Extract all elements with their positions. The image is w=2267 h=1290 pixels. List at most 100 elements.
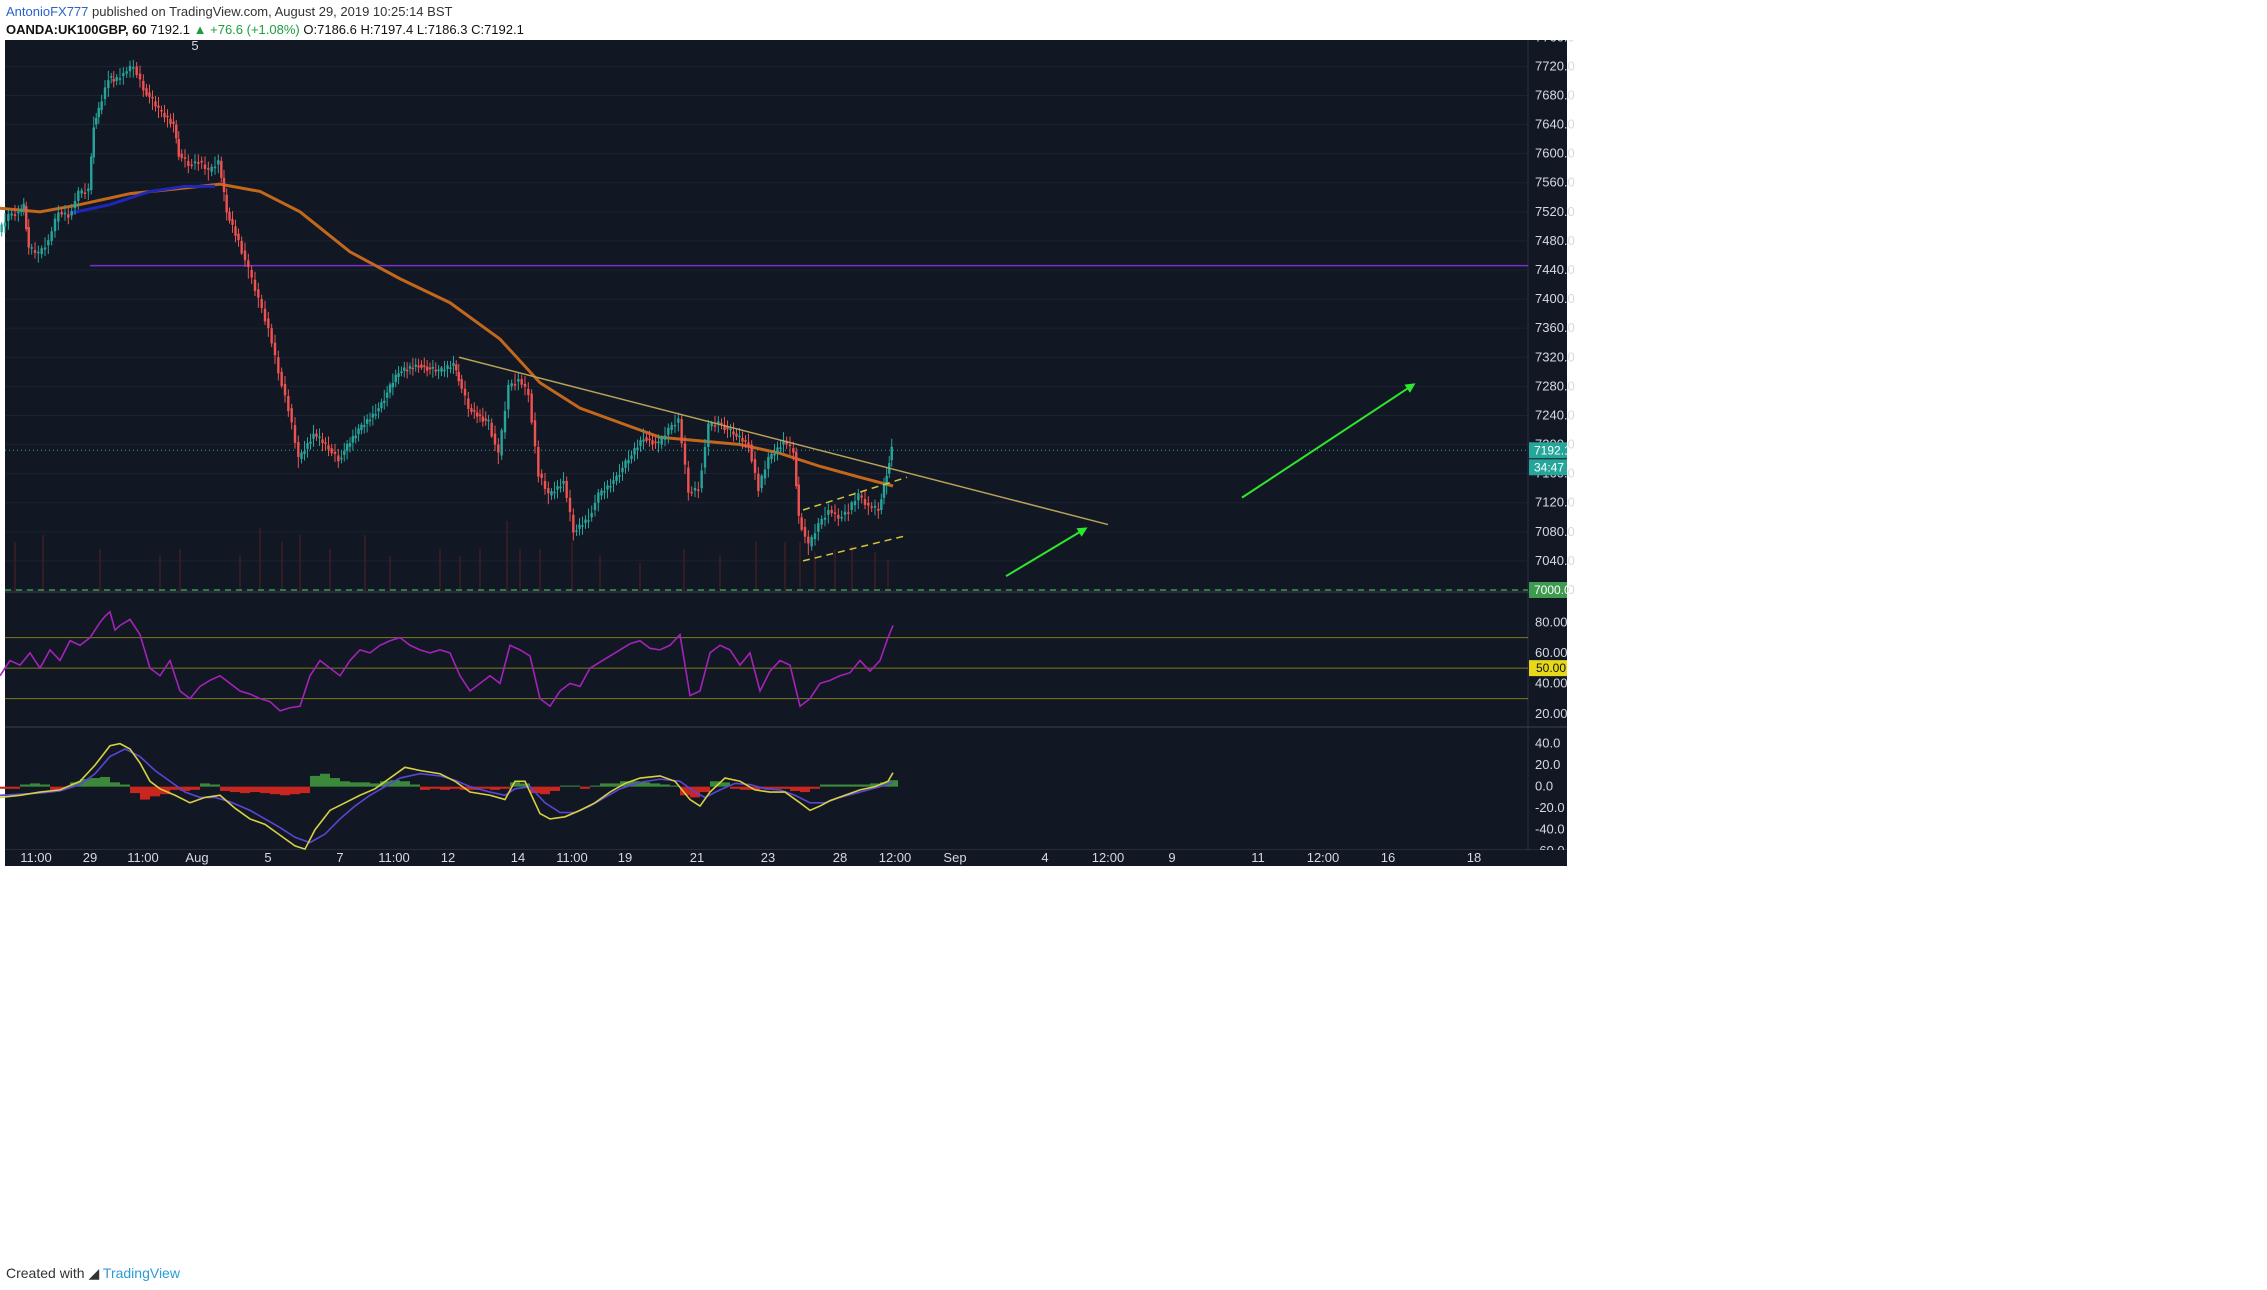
candle-body [813, 533, 817, 540]
candle-body [562, 480, 565, 484]
candle-body [343, 450, 346, 455]
candle-body [797, 484, 800, 516]
candle-body [377, 408, 380, 412]
candle-body [345, 443, 349, 451]
candle-body [385, 392, 389, 398]
candle-body [333, 451, 337, 454]
candle-body [455, 364, 458, 371]
macd-histogram-bar [750, 786, 760, 790]
candle-body [318, 436, 321, 439]
candle-body [817, 523, 820, 532]
candle-body [243, 250, 247, 261]
candle-body [590, 512, 593, 518]
candle-body [290, 408, 293, 423]
candle-body [293, 425, 297, 443]
macd-histogram-bar [260, 786, 270, 794]
candle-body [606, 485, 609, 490]
candle-body [877, 508, 880, 511]
macd-histogram-bar [250, 786, 260, 793]
candle-body [707, 423, 710, 447]
candle-body [575, 530, 578, 532]
price-tick-label: 7280.0 [1535, 378, 1575, 393]
candle-body [22, 203, 25, 209]
macd-histogram-bar [790, 786, 800, 791]
macd-histogram-bar [130, 786, 140, 794]
candle-body [431, 366, 435, 369]
macd-histogram-bar [80, 779, 90, 787]
volume-bar [281, 542, 283, 591]
macd-histogram-bar [830, 784, 840, 787]
time-tick-label: 9 [1168, 850, 1175, 865]
channel-upper-line [802, 476, 908, 511]
plot-background [5, 40, 1530, 866]
candle-body [200, 160, 203, 163]
candle-body [559, 486, 562, 489]
candle-body [148, 92, 151, 97]
chart-canvas[interactable]: 57760.07720.07680.07640.07600.07560.0752… [0, 40, 2267, 1258]
candle-body [100, 101, 103, 110]
tradingview-link[interactable]: TradingView [102, 1265, 180, 1281]
candle-body [145, 88, 148, 96]
time-tick-label: 16 [1381, 850, 1395, 865]
candle-body [10, 213, 13, 216]
candle-body [7, 214, 10, 222]
candle-body [315, 433, 318, 437]
macd-histogram-bar [440, 786, 450, 790]
macd-histogram-bar [640, 782, 650, 787]
macd-histogram-bar [770, 786, 780, 789]
candle-body [118, 78, 122, 80]
candle-body [735, 433, 738, 437]
candle-body [700, 470, 703, 489]
volume-bar [799, 542, 801, 591]
candle-body [527, 388, 530, 396]
price-tick-label: 7560.0 [1535, 175, 1575, 190]
macd-histogram-bar [340, 781, 350, 787]
macd-histogram-bar [570, 785, 580, 787]
candle-body [550, 491, 553, 496]
macd-histogram-bar [860, 784, 870, 787]
candle-body [460, 379, 463, 389]
macd-histogram-bar [210, 784, 220, 787]
candle-body [87, 188, 90, 192]
candle-body [703, 446, 707, 468]
candle-body [110, 76, 113, 78]
candle-body [270, 328, 273, 344]
volume-bar [519, 549, 521, 591]
candle-body [30, 247, 33, 249]
author-link[interactable]: AntonioFX777 [6, 4, 89, 19]
candle-body [660, 436, 663, 445]
candle-body [142, 80, 145, 91]
candle-body [847, 512, 850, 514]
candle-body [520, 379, 523, 385]
candle-body [467, 398, 470, 409]
candle-body [880, 499, 883, 510]
candle-body [374, 414, 377, 416]
candle-body [885, 475, 888, 486]
macd-histogram-bar [670, 785, 680, 787]
candle-body [383, 400, 386, 403]
volume-bar [329, 549, 331, 591]
candle-body [371, 413, 375, 418]
candle-body [400, 371, 403, 374]
candle-body [157, 105, 160, 108]
symbol-info: OANDA:UK100GBP, 60 7192.1 ▲ +76.6 (+1.08… [6, 22, 524, 37]
candle-body [800, 517, 803, 530]
candle-body [154, 101, 157, 107]
candle-body [237, 233, 240, 241]
macd-line [0, 742, 894, 851]
candle-body [132, 67, 135, 69]
projection-arrow [1005, 527, 1088, 578]
macd-histogram-bar [120, 784, 130, 787]
rsi-level-tag: 50.00 [1536, 661, 1566, 675]
candle-body [600, 490, 603, 496]
candle-body [767, 456, 770, 469]
macd-histogram-bar [180, 786, 190, 791]
candle-body [827, 510, 830, 515]
created-with-text: Created with [6, 1265, 85, 1281]
candle-body [723, 424, 726, 430]
time-tick-label: 14 [511, 850, 525, 865]
price-tick-label: 7760.0 [1535, 40, 1575, 44]
candle-body [73, 200, 77, 209]
volume-bar [14, 542, 16, 591]
candle-body [312, 433, 315, 439]
